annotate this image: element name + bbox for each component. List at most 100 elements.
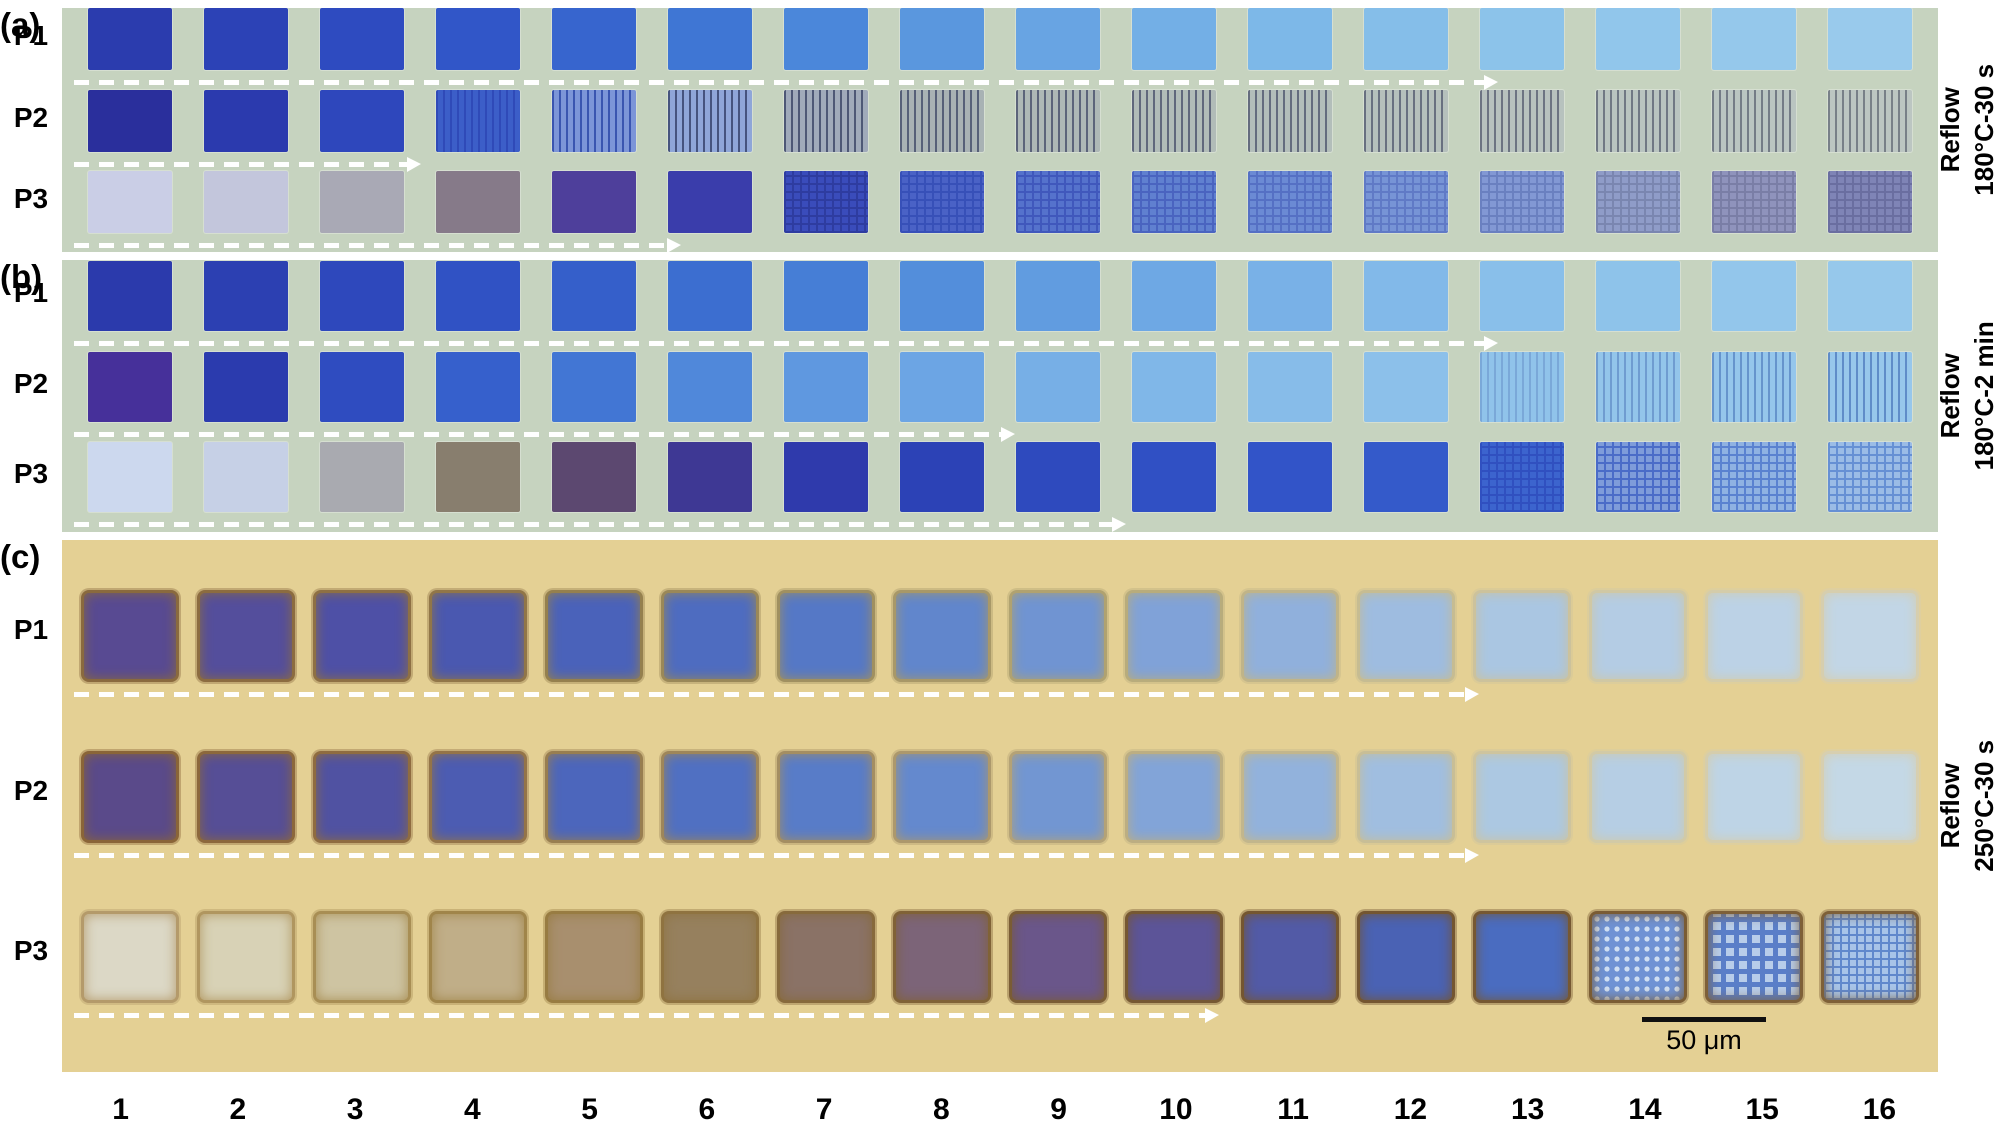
- panel-b: (b) P1 P2 P3 Reflow 180°C-2 min: [0, 260, 1996, 532]
- flow-arrow-line: [74, 1008, 1220, 1024]
- square-slot: [1348, 351, 1464, 422]
- flow-arrow: [72, 516, 1928, 532]
- micrograph-square: [88, 351, 172, 422]
- square-slot: [420, 441, 536, 512]
- square-slot: [884, 89, 1000, 152]
- micrograph-square: [204, 89, 288, 152]
- square-slot: [884, 170, 1000, 233]
- flow-arrow: [72, 336, 1928, 352]
- square-slot: [1232, 8, 1348, 71]
- square-slot: [1580, 170, 1696, 233]
- square-slot: [536, 589, 652, 682]
- reflow-condition-label: Reflow 180°C-2 min: [1935, 260, 1996, 532]
- micrograph-square: [88, 261, 172, 332]
- squares-row: [72, 441, 1928, 512]
- square-slot: [768, 589, 884, 682]
- square-slot: [304, 589, 420, 682]
- micrograph-square: [784, 441, 868, 512]
- square-slot: [652, 589, 768, 682]
- flow-arrow-line: [74, 847, 1479, 863]
- micrograph-square: [900, 441, 984, 512]
- micrograph-row: P1: [14, 8, 1938, 91]
- micrograph-square: [545, 589, 643, 682]
- square-slot: [652, 8, 768, 71]
- micrograph-square: [784, 8, 868, 71]
- square-slot: [304, 750, 420, 843]
- micrograph-square: [545, 750, 643, 843]
- column-number: 11: [1277, 1093, 1309, 1126]
- micrograph-square: [668, 261, 752, 332]
- micrograph-square: [1821, 750, 1919, 843]
- micrograph-square: [1821, 911, 1919, 1004]
- panel-label-a: (a): [0, 6, 41, 43]
- micrograph-square: [1712, 8, 1796, 71]
- micrograph-square: [784, 261, 868, 332]
- panel-label-c: (c): [0, 538, 41, 575]
- square-slot: [1696, 261, 1812, 332]
- micrograph-square: [1480, 89, 1564, 152]
- micrograph-square: [320, 261, 404, 332]
- square-slot: [1580, 351, 1696, 422]
- micrograph-square: [1132, 8, 1216, 71]
- column-number: 7: [815, 1093, 833, 1126]
- micrograph-square: [88, 8, 172, 71]
- square-slot: [1812, 351, 1928, 422]
- square-slot: [768, 170, 884, 233]
- square-slot: [72, 589, 188, 682]
- flow-arrow: [72, 847, 1928, 863]
- square-slot: [1348, 89, 1464, 152]
- square-slot: [536, 89, 652, 152]
- square-slot: [768, 750, 884, 843]
- square-slot: [188, 441, 304, 512]
- square-slot: [72, 8, 188, 71]
- square-slot: [1812, 589, 1928, 682]
- micrograph-square: [436, 8, 520, 71]
- reflow-condition-text: Reflow 180°C-2 min: [1934, 321, 1996, 470]
- square-slot: [1348, 441, 1464, 512]
- square-slot: [188, 750, 304, 843]
- square-slot: [1696, 589, 1812, 682]
- micrograph-square: [1712, 261, 1796, 332]
- micrograph-row: P3: [14, 441, 1938, 532]
- micrograph-square: [1016, 170, 1100, 233]
- micrograph-square: [668, 351, 752, 422]
- square-slot: [188, 89, 304, 152]
- squares-row: [72, 261, 1928, 332]
- micrograph-square: [1125, 589, 1223, 682]
- square-slot: [1464, 8, 1580, 71]
- micrograph-square: [552, 8, 636, 71]
- micrograph-square: [900, 170, 984, 233]
- square-slot: [768, 89, 884, 152]
- column-number: 15: [1745, 1093, 1779, 1126]
- micrograph-square: [197, 589, 295, 682]
- flow-arrow: [72, 1008, 1928, 1024]
- scale-bar: 50 μm: [1638, 1017, 1770, 1056]
- square-slot: [768, 351, 884, 422]
- column-number: 9: [1050, 1093, 1067, 1126]
- micrograph-square: [1016, 261, 1100, 332]
- square-slot: [1232, 750, 1348, 843]
- flow-arrow: [72, 75, 1928, 91]
- column-number: 16: [1862, 1093, 1897, 1126]
- square-slot: [1696, 170, 1812, 233]
- micrograph-square: [900, 351, 984, 422]
- micrograph-square: [777, 750, 875, 843]
- micrograph-square: [204, 441, 288, 512]
- square-slot: [1232, 89, 1348, 152]
- column-number: 5: [581, 1093, 598, 1126]
- micrograph-square: [893, 911, 991, 1004]
- reflow-temperature: 180°C-2 min: [1969, 321, 1996, 471]
- square-slot: [1580, 8, 1696, 71]
- micrograph-square: [1712, 170, 1796, 233]
- squares-row: [72, 750, 1928, 843]
- square-slot: [536, 911, 652, 1004]
- flow-arrow-line: [74, 686, 1479, 702]
- flow-arrow: [72, 426, 1928, 442]
- micrograph-square: [436, 441, 520, 512]
- square-slot: [1812, 911, 1928, 1004]
- micrograph-square: [1712, 89, 1796, 152]
- square-slot: [1116, 589, 1232, 682]
- square-slot: [1580, 911, 1696, 1004]
